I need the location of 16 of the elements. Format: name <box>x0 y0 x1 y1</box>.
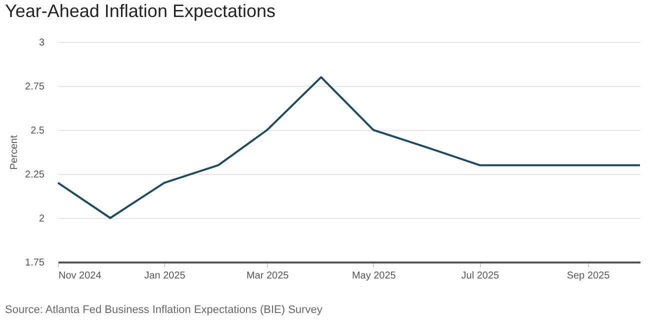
y-tick-label: 2.75 <box>25 82 45 92</box>
line-series <box>57 76 641 219</box>
y-tick-label: 2 <box>38 214 45 224</box>
y-tick-label: 2.25 <box>25 170 45 180</box>
x-tick-label: May 2025 <box>352 270 396 282</box>
y-axis-title: Percent <box>9 135 20 170</box>
y-tick-label: 1.75 <box>25 258 45 268</box>
chart-title: Year-Ahead Inflation Expectations <box>5 1 276 21</box>
x-tick-label: Jul 2025 <box>461 270 500 282</box>
y-tick-label: 3 <box>38 38 45 48</box>
source-note: Source: Atlanta Fed Business Inflation Expectations (BIE) Survey <box>5 304 322 316</box>
y-tick-label: 2.5 <box>30 126 45 136</box>
x-tick-label: Nov 2024 <box>58 270 102 282</box>
x-tick-label: Mar 2025 <box>246 270 290 282</box>
x-tick-label: Sep 2025 <box>566 270 610 282</box>
x-tick-label: Jan 2025 <box>144 270 186 282</box>
